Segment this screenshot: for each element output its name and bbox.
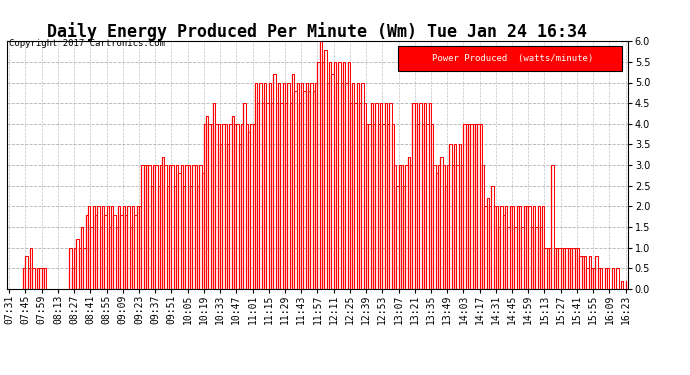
Text: Power Produced  (watts/minute): Power Produced (watts/minute) [433, 54, 593, 63]
FancyBboxPatch shape [398, 46, 622, 71]
Text: Copyright 2017 Cartronics.com: Copyright 2017 Cartronics.com [9, 39, 165, 48]
Title: Daily Energy Produced Per Minute (Wm) Tue Jan 24 16:34: Daily Energy Produced Per Minute (Wm) Tu… [48, 22, 587, 41]
